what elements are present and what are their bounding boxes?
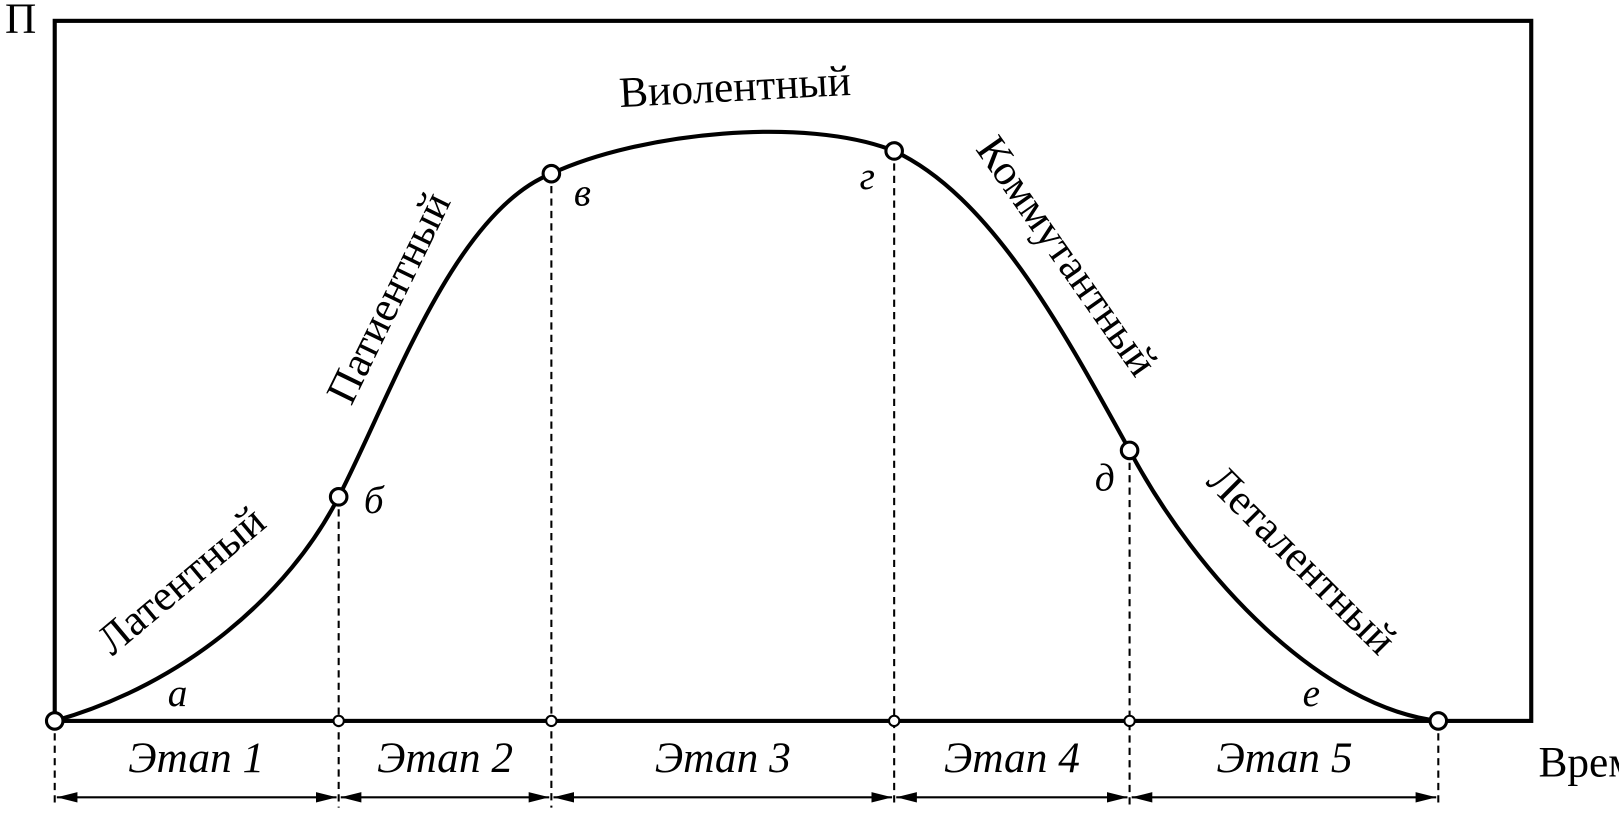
point-label: в — [574, 171, 591, 214]
phase-label: Коммутантный — [967, 127, 1167, 384]
point-label: б — [364, 479, 385, 522]
stage-label: Этап 3 — [655, 734, 791, 782]
phase-label: Патиентный — [317, 185, 460, 411]
point-label: г — [860, 155, 875, 198]
y-axis-label: П — [5, 0, 36, 43]
point-label: е — [1303, 672, 1320, 715]
point-label: д — [1095, 456, 1115, 499]
x-axis-label: Время — [1538, 738, 1619, 786]
markers — [44, 141, 1449, 731]
phase-label: Леталентный — [1198, 456, 1406, 664]
stage-label: Этап 2 — [377, 734, 513, 782]
phase-label: Виолентный — [618, 57, 852, 117]
point-label: а — [168, 672, 188, 715]
stage-label: Этап 1 — [128, 734, 264, 782]
stage-label: Этап 5 — [1216, 734, 1352, 782]
dashed-lines — [53, 150, 1440, 808]
phase-label: Латентный — [88, 497, 275, 665]
frame — [52, 18, 1534, 723]
curve — [54, 129, 1439, 723]
stage-label: Этап 4 — [944, 734, 1080, 782]
